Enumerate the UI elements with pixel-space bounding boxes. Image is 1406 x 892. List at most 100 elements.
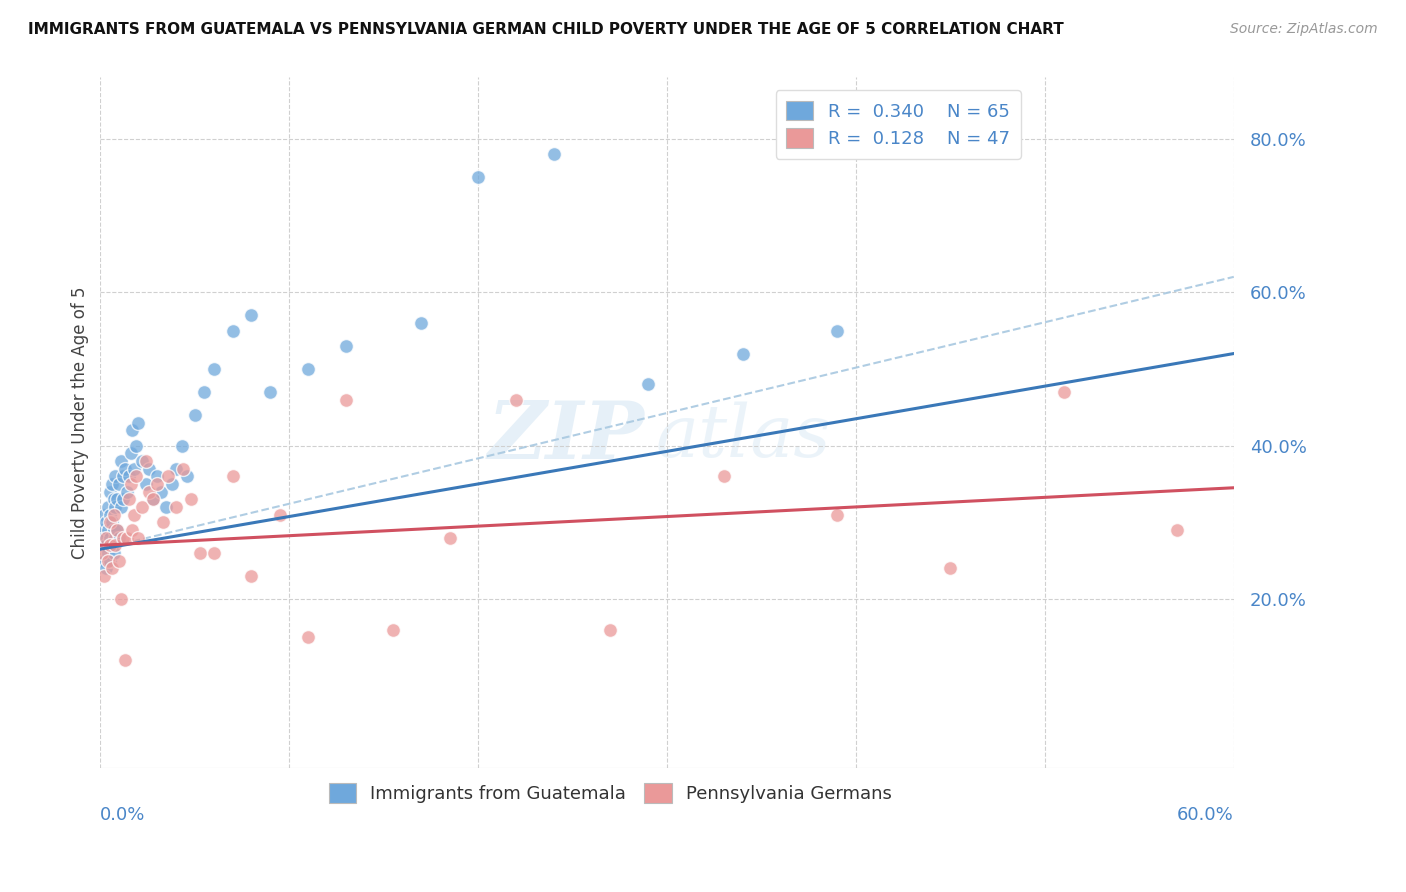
Point xyxy=(94,531,117,545)
Point xyxy=(146,477,169,491)
Point xyxy=(269,508,291,522)
Point xyxy=(124,508,146,522)
Text: Source: ZipAtlas.com: Source: ZipAtlas.com xyxy=(1230,22,1378,37)
Point xyxy=(104,500,127,514)
Point xyxy=(100,477,122,491)
Point xyxy=(825,324,848,338)
Text: IMMIGRANTS FROM GUATEMALA VS PENNSYLVANIA GERMAN CHILD POVERTY UNDER THE AGE OF : IMMIGRANTS FROM GUATEMALA VS PENNSYLVANI… xyxy=(28,22,1064,37)
Point xyxy=(104,531,127,545)
Legend: Immigrants from Guatemala, Pennsylvania Germans: Immigrants from Guatemala, Pennsylvania … xyxy=(322,776,898,811)
Point xyxy=(108,477,131,491)
Text: atlas: atlas xyxy=(655,401,831,472)
Point xyxy=(103,508,125,522)
Point xyxy=(110,454,132,468)
Point xyxy=(467,170,489,185)
Point xyxy=(94,561,117,575)
Point xyxy=(98,484,121,499)
Point xyxy=(221,469,243,483)
Point xyxy=(115,531,138,545)
Point xyxy=(202,362,225,376)
Point xyxy=(98,531,121,545)
Point xyxy=(142,492,165,507)
Point xyxy=(731,346,754,360)
Point xyxy=(127,416,149,430)
Point xyxy=(97,554,120,568)
Point xyxy=(599,623,621,637)
Point xyxy=(94,516,117,530)
Point xyxy=(193,384,215,399)
Point xyxy=(98,516,121,530)
Point xyxy=(105,523,128,537)
Text: 0.0%: 0.0% xyxy=(100,805,146,823)
Point xyxy=(98,538,121,552)
Point xyxy=(165,461,187,475)
Point xyxy=(120,446,142,460)
Point xyxy=(135,454,157,468)
Y-axis label: Child Poverty Under the Age of 5: Child Poverty Under the Age of 5 xyxy=(72,286,89,558)
Point xyxy=(111,531,134,545)
Point xyxy=(91,523,114,537)
Point xyxy=(110,591,132,606)
Point xyxy=(335,392,357,407)
Point xyxy=(105,492,128,507)
Point xyxy=(1166,523,1188,537)
Point xyxy=(97,500,120,514)
Point xyxy=(103,492,125,507)
Point xyxy=(108,554,131,568)
Point xyxy=(91,546,114,560)
Point xyxy=(505,392,527,407)
Point xyxy=(93,531,115,545)
Point xyxy=(240,569,263,583)
Point xyxy=(118,492,141,507)
Point xyxy=(146,469,169,483)
Point xyxy=(170,439,193,453)
Point xyxy=(97,546,120,560)
Point xyxy=(135,477,157,491)
Point xyxy=(110,500,132,514)
Text: ZIP: ZIP xyxy=(488,398,644,475)
Point xyxy=(100,561,122,575)
Point xyxy=(439,531,461,545)
Point xyxy=(297,362,319,376)
Point xyxy=(94,538,117,552)
Point xyxy=(180,492,202,507)
Point xyxy=(131,500,153,514)
Point xyxy=(184,408,207,422)
Point xyxy=(125,469,148,483)
Point xyxy=(411,316,433,330)
Point xyxy=(98,508,121,522)
Point xyxy=(155,500,177,514)
Point xyxy=(108,531,131,545)
Point xyxy=(98,554,121,568)
Point xyxy=(176,469,198,483)
Point xyxy=(111,492,134,507)
Point xyxy=(111,469,134,483)
Point xyxy=(335,339,357,353)
Point xyxy=(93,554,115,568)
Point xyxy=(93,508,115,522)
Point xyxy=(103,546,125,560)
Point xyxy=(297,630,319,644)
Point xyxy=(138,461,160,475)
Point xyxy=(125,439,148,453)
Point xyxy=(124,461,146,475)
Point xyxy=(221,324,243,338)
Point xyxy=(543,147,565,161)
Point xyxy=(105,523,128,537)
Point xyxy=(202,546,225,560)
Point xyxy=(138,484,160,499)
Point xyxy=(382,623,405,637)
Point xyxy=(104,469,127,483)
Point xyxy=(172,461,194,475)
Point xyxy=(100,516,122,530)
Text: 60.0%: 60.0% xyxy=(1177,805,1234,823)
Point xyxy=(97,523,120,537)
Point xyxy=(120,477,142,491)
Point xyxy=(127,531,149,545)
Point xyxy=(152,516,174,530)
Point xyxy=(93,569,115,583)
Point xyxy=(114,653,136,667)
Point xyxy=(160,477,183,491)
Point xyxy=(149,484,172,499)
Point xyxy=(1053,384,1076,399)
